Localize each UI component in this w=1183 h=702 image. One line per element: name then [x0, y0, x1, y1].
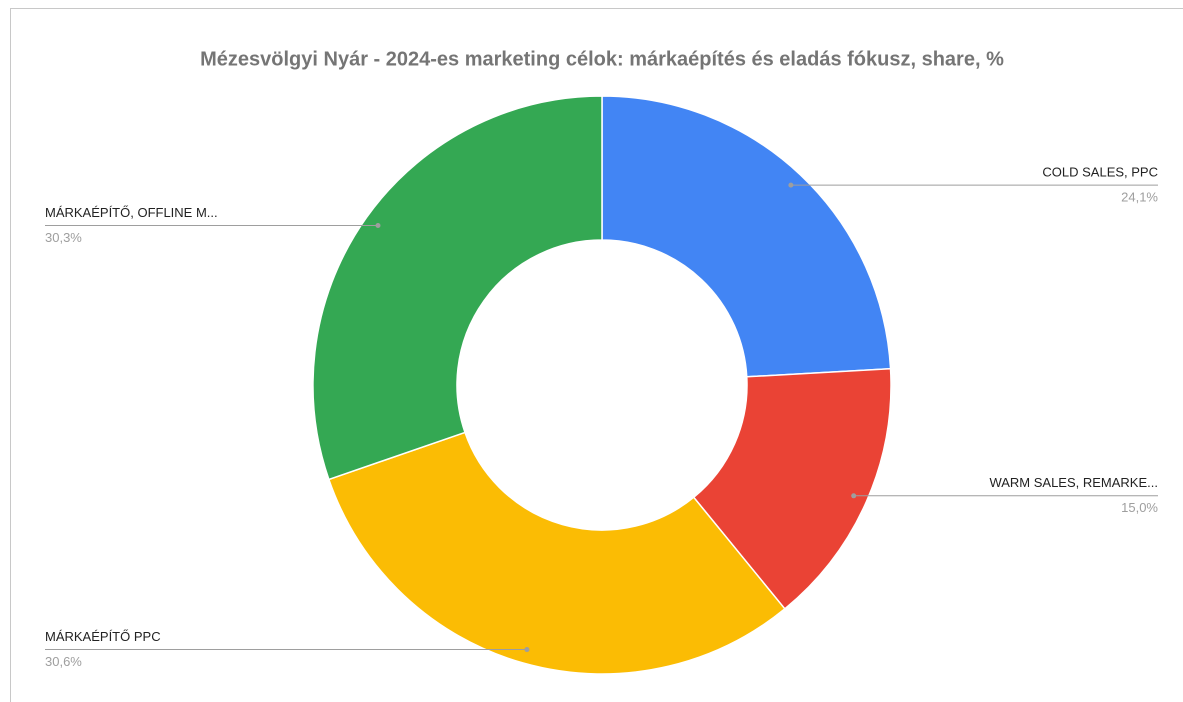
leader-dot	[375, 222, 381, 228]
slice-label: COLD SALES, PPC	[1042, 165, 1158, 180]
leader-dot	[788, 182, 794, 188]
slice-label: MÁRKAÉPÍTŐ PPC	[45, 629, 161, 644]
slice-label: MÁRKAÉPÍTŐ, OFFLINE M...	[45, 205, 218, 220]
value-label: 24,1%	[1121, 190, 1158, 205]
chart-title: Mézesvölgyi Nyár - 2024-es marketing cél…	[200, 48, 1004, 70]
slice	[692, 367, 892, 610]
slice	[601, 95, 892, 378]
leader-dot	[524, 647, 530, 653]
leader-dot	[851, 493, 857, 499]
value-label: 15,0%	[1121, 500, 1158, 515]
chart-border	[10, 8, 1183, 702]
slice	[327, 431, 786, 675]
value-label: 30,6%	[45, 654, 82, 669]
slice	[312, 95, 603, 481]
value-label: 30,3%	[45, 230, 82, 245]
slice-label: WARM SALES, REMARKE...	[989, 475, 1158, 490]
